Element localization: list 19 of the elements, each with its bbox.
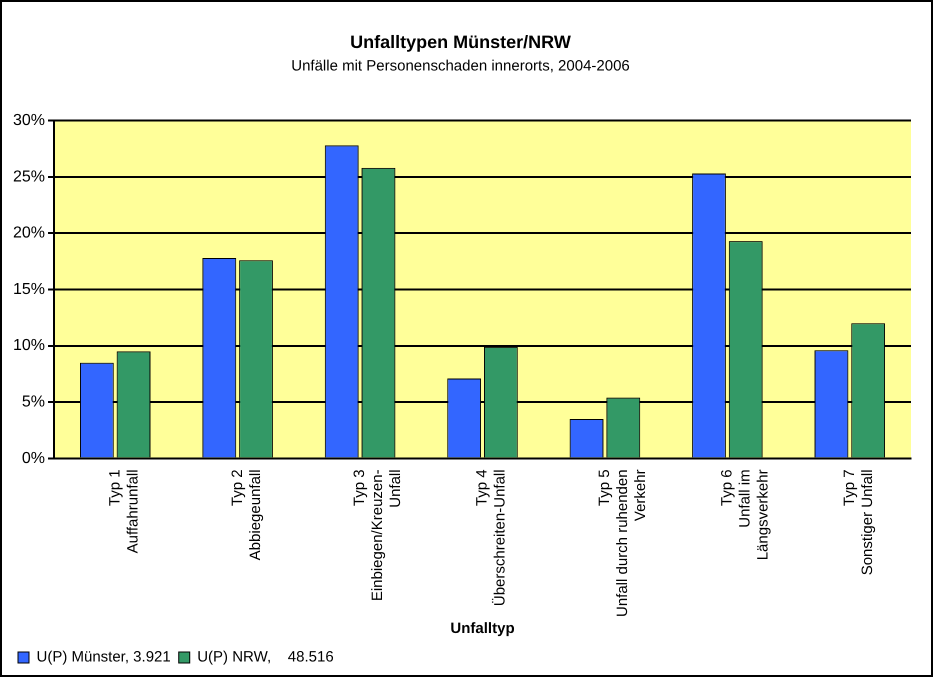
x-tick-label: Typ 4 Überschreiten-Unfall: [474, 469, 509, 606]
legend-label: U(P) Münster, 3.921: [36, 648, 171, 666]
y-tick-label: 15%: [12, 280, 46, 298]
legend-label: U(P) NRW, 48.516: [197, 648, 334, 666]
y-tick-label: 5%: [22, 394, 46, 411]
x-tick-label: Typ 7 Sonstiger Unfall: [840, 469, 876, 576]
y-tick-label: 10%: [12, 337, 46, 354]
chart-subtitle: Unfälle mit Personenschaden innerorts, 2004-2006: [291, 58, 630, 75]
x-tick-label: Typ 5 Unfall durch ruhenden Verkehr: [596, 469, 650, 618]
chart-title: Unfalltypen Münster/NRW: [350, 32, 571, 52]
y-tick-label: 25%: [12, 168, 46, 186]
x-tick-label: Typ 2 Abbiegeunfall: [228, 469, 264, 560]
x-tick-label: Typ 3 Einbiegen/Kreuzen- Unfall: [351, 469, 404, 602]
y-tick-label: 0%: [22, 450, 46, 467]
x-axis-title: Unfalltyp: [450, 620, 515, 638]
x-tick-label: Typ 1 Auffahrunfall: [106, 469, 142, 554]
x-tick-label: Typ 6 Unfall im Längsverkehr: [718, 469, 772, 560]
y-tick-label: 30%: [12, 112, 46, 130]
y-tick-label: 20%: [12, 224, 46, 242]
